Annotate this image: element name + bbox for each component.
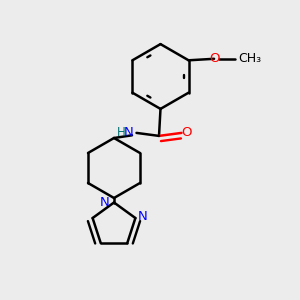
Text: N: N [100,196,110,209]
Text: CH₃: CH₃ [238,52,261,65]
Text: O: O [181,126,192,140]
Text: N: N [124,126,134,140]
Text: N: N [138,210,148,223]
Text: O: O [209,52,219,65]
Text: H: H [117,126,126,140]
